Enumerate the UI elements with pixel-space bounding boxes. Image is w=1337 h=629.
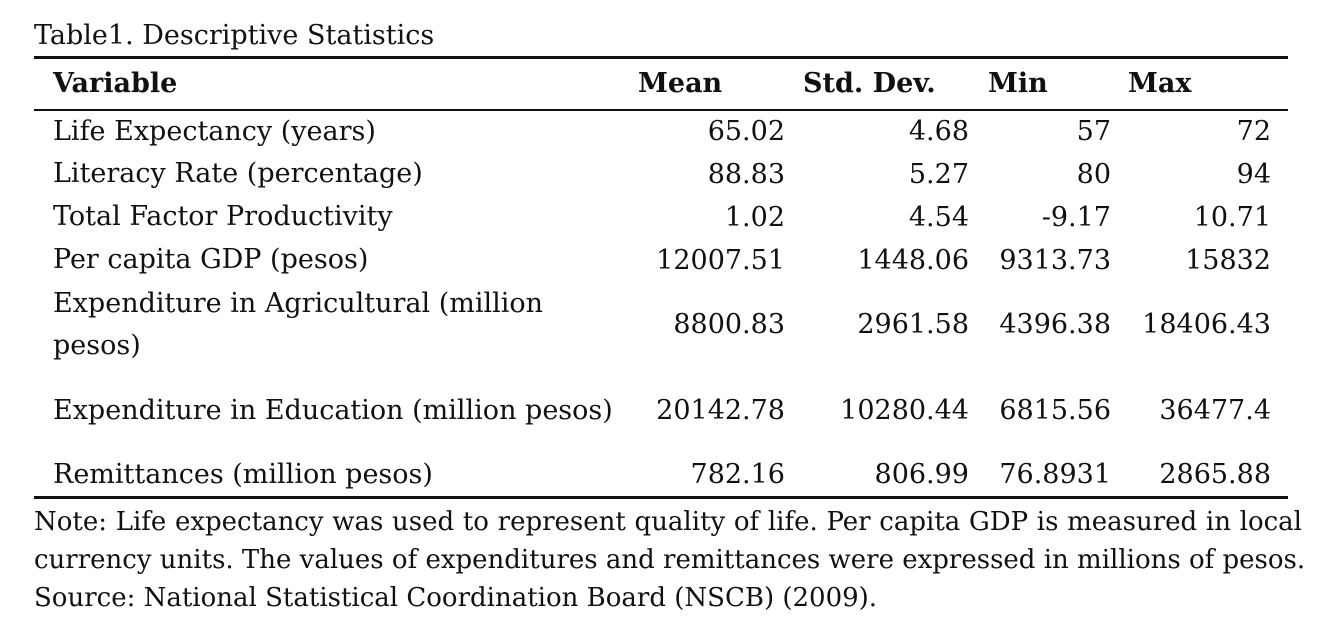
note-line-2: currency units. The values of expenditur… [34,544,1306,575]
cell-variable: Remittances (million pesos) [34,453,638,499]
cell-std-dev: 2961.58 [857,309,969,340]
cell-mean: 65.02 [707,116,785,147]
cell-mean: 8800.83 [673,309,785,340]
cell-min: 57 [1076,116,1111,147]
cell-variable: Expenditure in Education (million pesos) [53,394,613,426]
descriptive-statistics-table: Variable Mean Std. Dev. Min Max Life Exp… [34,56,1288,499]
source-line: Source: National Statistical Coordinatio… [34,582,878,613]
cell-mean: 782.16 [638,453,803,499]
table-row: Expenditure in Agricultural (million pes… [34,282,1288,368]
cell-std-dev: 5.27 [908,158,969,190]
cell-std-dev: 10280.44 [840,395,969,426]
note-line-1: Note: Life expectancy was used to repres… [34,506,1302,537]
cell-variable: Per capita GDP (pesos) [53,244,369,275]
cell-max: 18406.43 [1142,309,1271,340]
cell-mean: 12007.51 [656,244,785,276]
cell-min: 9313.73 [999,244,1111,276]
header-max: Max [1128,56,1288,111]
cell-std-dev: 806.99 [803,453,988,499]
cell-max: 2865.88 [1128,453,1288,499]
table-row: Literacy Rate (percentage) 88.83 5.27 80… [34,153,1288,196]
cell-variable: Literacy Rate (percentage) [53,158,423,189]
cell-mean: 88.83 [707,158,785,190]
cell-mean: 1.02 [724,201,785,233]
header-min: Min [988,56,1128,111]
cell-variable: Total Factor Productivity [53,201,393,232]
cell-max: 94 [1236,158,1271,190]
header-variable: Variable [34,56,638,111]
cell-std-dev: 4.54 [908,201,969,233]
cell-min: 4396.38 [999,309,1111,340]
cell-std-dev: 4.68 [908,116,969,147]
table-note: Note: Life expectancy was used to repres… [34,503,1306,617]
cell-min: 80 [1076,158,1111,190]
cell-max: 72 [1236,116,1271,147]
header-std-dev: Std. Dev. [803,56,988,111]
table-caption: Table1. Descriptive Statistics [34,20,435,51]
table-row: Expenditure in Education (million pesos)… [34,368,1288,454]
cell-max: 15832 [1185,244,1271,276]
cell-max: 10.71 [1193,201,1271,233]
table-row: Total Factor Productivity 1.02 4.54 -9.1… [34,196,1288,239]
cell-variable: Expenditure in Agricultural (million pes… [53,287,544,361]
cell-min: -9.17 [1041,201,1111,233]
cell-min: 6815.56 [999,395,1111,426]
cell-mean: 20142.78 [656,395,785,426]
header-row: Variable Mean Std. Dev. Min Max [34,56,1288,111]
cell-min: 76.8931 [988,453,1128,499]
cell-variable: Life Expectancy (years) [53,115,376,147]
document: Table1. Descriptive Statistics Variable … [34,16,1306,617]
table-row: Remittances (million pesos) 782.16 806.9… [34,453,1288,499]
table-row: Per capita GDP (pesos) 12007.51 1448.06 … [34,239,1288,282]
cell-std-dev: 1448.06 [857,244,969,276]
cell-max: 36477.4 [1159,395,1271,426]
table-row: Life Expectancy (years) 65.02 4.68 57 72 [34,110,1288,153]
header-mean: Mean [638,56,803,111]
